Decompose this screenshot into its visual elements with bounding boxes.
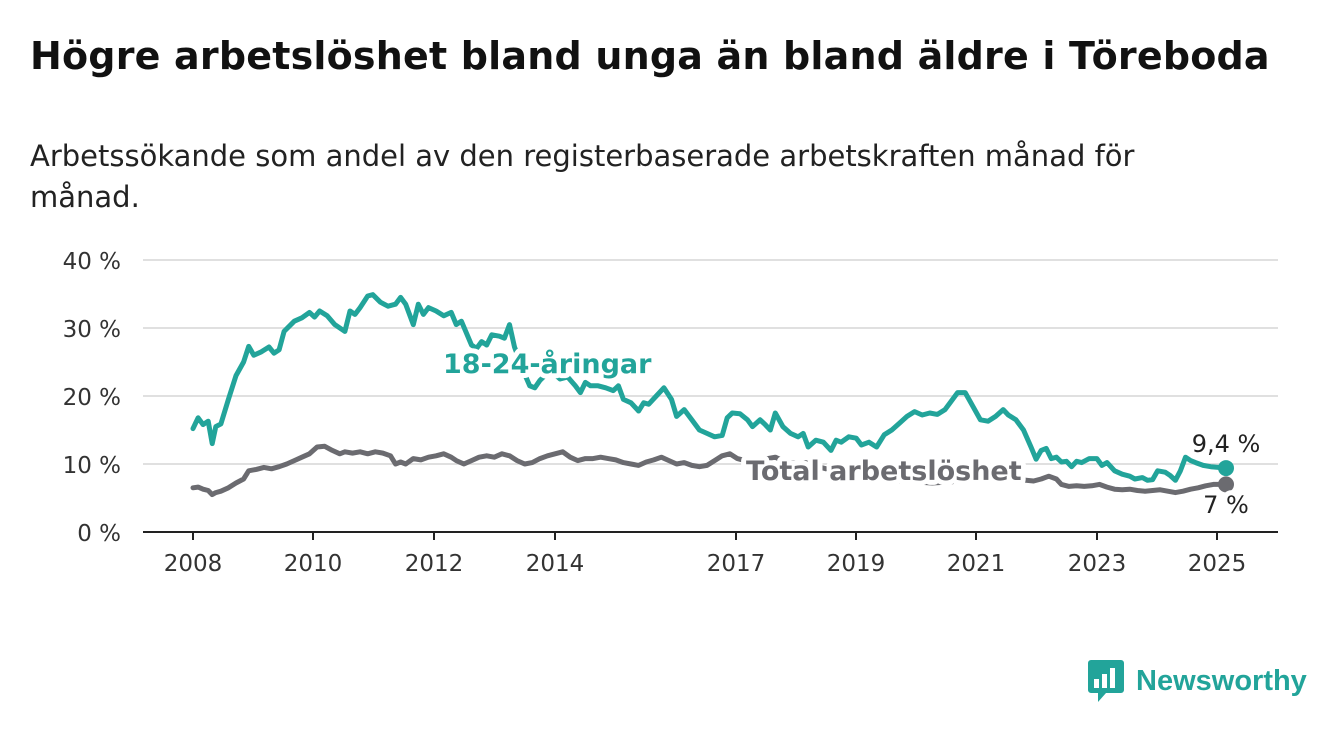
end-label-total: 7 %7 %	[1198, 486, 1254, 524]
newsworthy-logo[interactable]: Newsworthy	[1088, 660, 1307, 702]
end-point-total-arbetsl-shet	[1218, 476, 1234, 493]
chart-title: Högre arbetslöshet bland unga än bland ä…	[30, 34, 1270, 78]
x-tick-label: 2017	[707, 551, 766, 577]
end-label-youth-halo: 9,4 %	[1192, 430, 1261, 458]
y-tick-label: 20 %	[63, 385, 121, 411]
series-label-total-text: Total arbetslöshet	[746, 456, 1022, 487]
series-label-youth-text: 18-24-åringar	[443, 348, 652, 380]
series-label-total-halo: Total arbetslöshet	[746, 456, 1022, 487]
end-label-youth: 9,4 %9,4 %	[1187, 425, 1266, 463]
y-tick-label: 30 %	[63, 317, 121, 343]
y-tick-label: 0 %	[77, 521, 121, 547]
x-tick-label: 2019	[827, 551, 886, 577]
end-label-total-halo: 7 %	[1203, 491, 1249, 519]
series-line-18-24-ringar	[190, 292, 1229, 483]
x-tick-label: 2012	[405, 551, 464, 577]
end-label-total-text: 7 %	[1203, 491, 1249, 519]
x-tick-label: 2021	[947, 551, 1006, 577]
end-point-18-24-ringar	[1218, 460, 1234, 477]
end-label-youth-text: 9,4 %	[1192, 430, 1261, 458]
x-tick-label: 2025	[1188, 551, 1247, 577]
x-tick-label: 2023	[1068, 551, 1127, 577]
y-axis-tick-labels: 0 % 10 % 20 % 30 % 40 %	[63, 249, 121, 547]
y-tick-label: 10 %	[63, 453, 121, 479]
y-tick-label: 40 %	[63, 249, 121, 275]
x-tick-label: 2010	[284, 551, 343, 577]
series-line-total-arbetsl-shet	[190, 443, 1229, 498]
gridlines	[143, 259, 1278, 533]
brand-name: Newsworthy	[1136, 664, 1307, 697]
chart-subtitle: Arbetssökande som andel av den registerb…	[30, 139, 1135, 214]
x-tick-label: 2014	[526, 551, 585, 577]
series-label-youth-halo: 18-24-åringar	[443, 348, 652, 380]
bar-chart-bubble-icon	[1088, 660, 1124, 702]
x-axis: 2008 2010 2012 2014 2017 2019 2021 2023 2025	[164, 532, 1247, 577]
x-tick-label: 2008	[164, 551, 223, 577]
series-lines	[190, 292, 1234, 498]
